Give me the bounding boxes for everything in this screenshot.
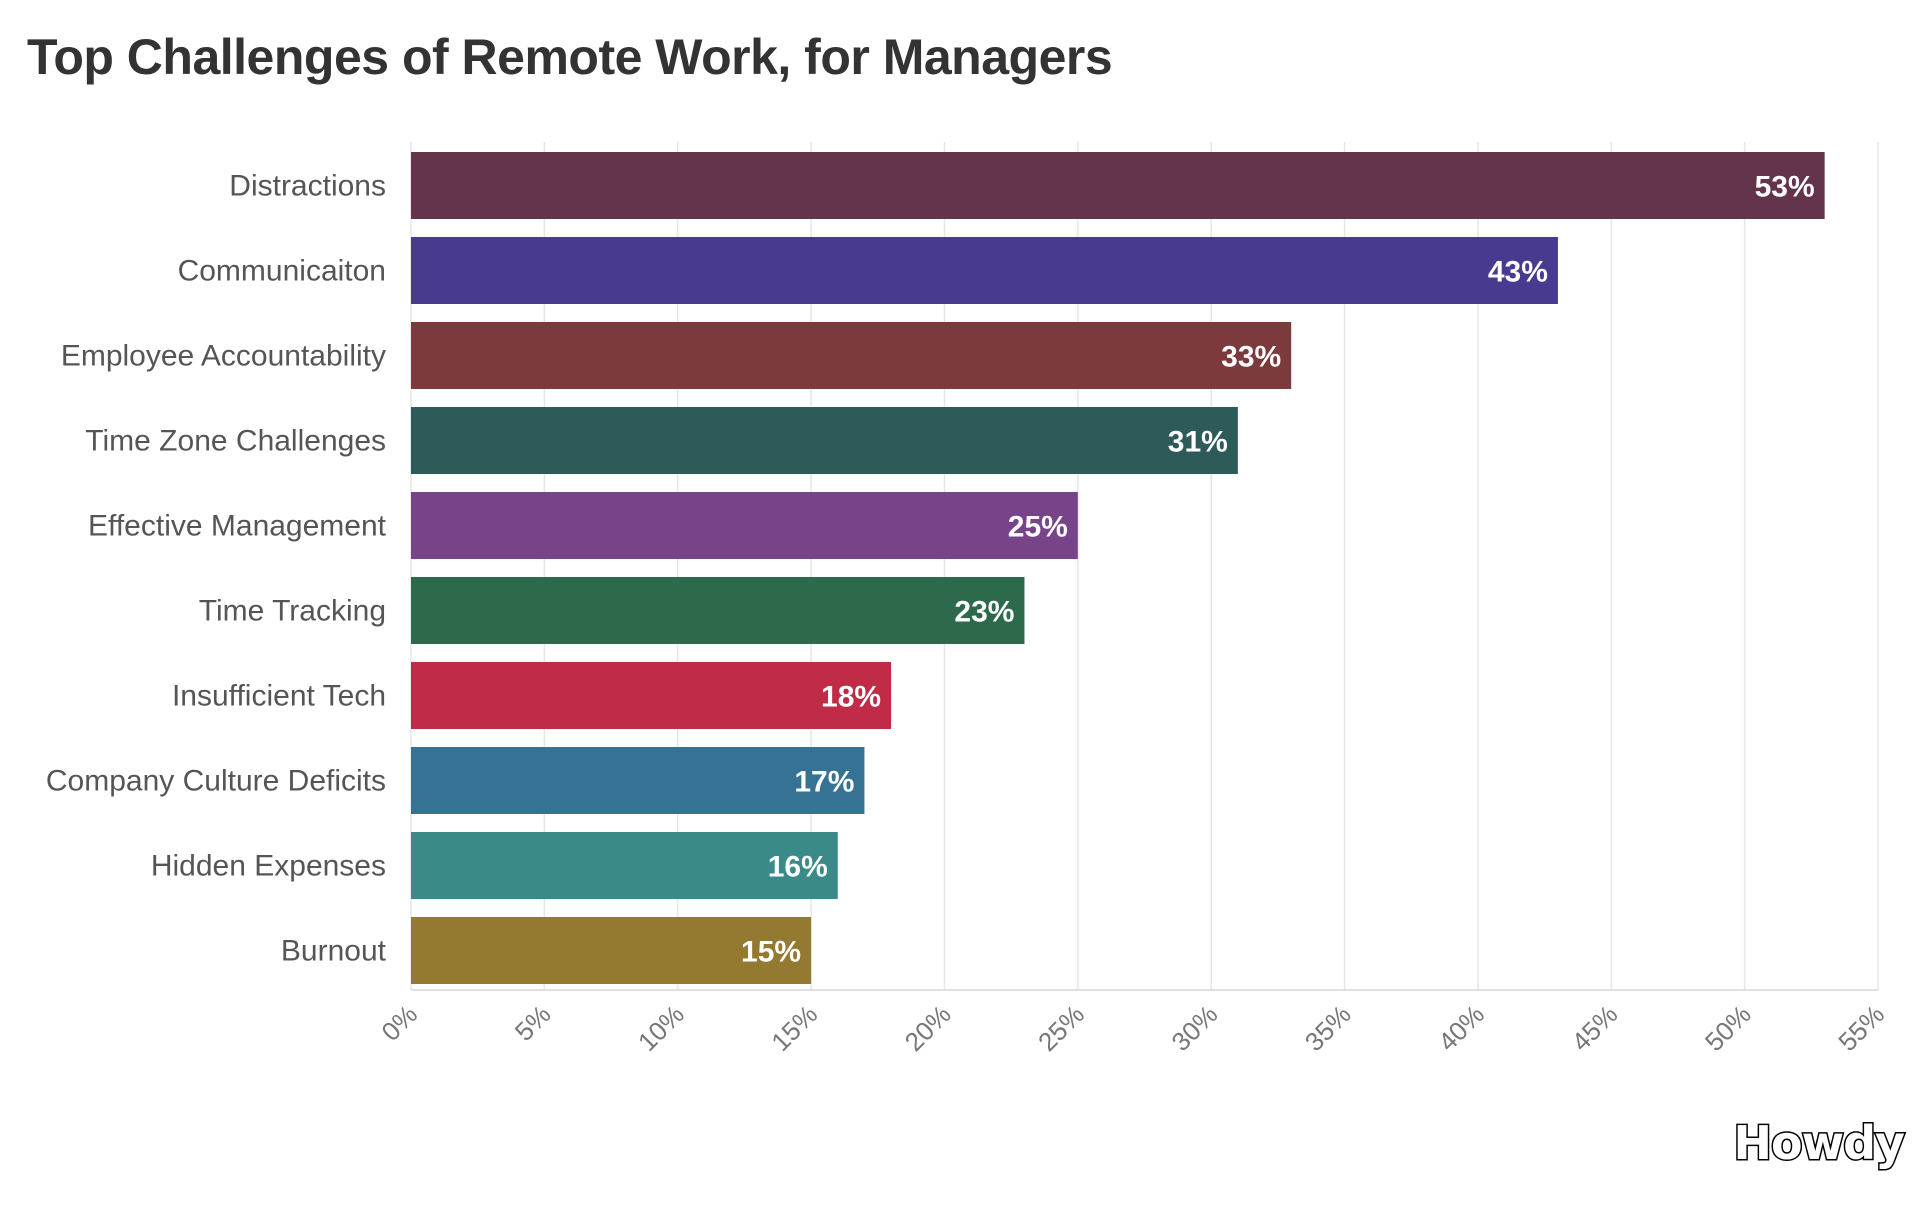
x-tick-label: 50% bbox=[1699, 999, 1757, 1057]
bar-value-label: 43% bbox=[1488, 256, 1548, 289]
bar-value-label: 31% bbox=[1168, 426, 1228, 459]
bar bbox=[411, 237, 1558, 304]
category-label: Effective Management bbox=[88, 510, 387, 543]
category-label: Insufficient Tech bbox=[172, 680, 386, 713]
x-tick-label: 20% bbox=[899, 999, 957, 1057]
bar-value-label: 16% bbox=[768, 851, 828, 884]
bars: 53% 43% 33% 31% 25% 23% 18% 17% 16% 15% bbox=[411, 152, 1825, 984]
category-label: Time Zone Challenges bbox=[85, 425, 386, 458]
bar-value-label: 53% bbox=[1755, 171, 1815, 204]
bar bbox=[411, 832, 838, 899]
category-label: Distractions bbox=[229, 170, 386, 203]
bar-value-label: 23% bbox=[954, 596, 1014, 629]
bar-value-label: 15% bbox=[741, 936, 801, 969]
bar bbox=[411, 322, 1292, 389]
bar bbox=[411, 662, 892, 729]
bar-value-label: 17% bbox=[794, 766, 854, 799]
x-tick-label: 0% bbox=[375, 999, 423, 1047]
bar bbox=[411, 577, 1025, 644]
bar-value-label: 33% bbox=[1221, 341, 1281, 374]
category-label: Hidden Expenses bbox=[151, 850, 386, 883]
category-label: Communicaiton bbox=[178, 255, 386, 288]
bar-value-label: 18% bbox=[821, 681, 881, 714]
x-axis-ticks: 0% 5% 10% 15% 20% 25% 30% 35% 40% 45% 50% 55% bbox=[375, 999, 1890, 1057]
bar bbox=[411, 917, 812, 984]
x-tick-label: 5% bbox=[509, 999, 557, 1047]
bar bbox=[411, 492, 1078, 559]
chart-title: Top Challenges of Remote Work, for Manag… bbox=[27, 29, 1113, 85]
x-tick-label: 15% bbox=[765, 999, 823, 1057]
x-tick-label: 45% bbox=[1565, 999, 1623, 1057]
category-label: Time Tracking bbox=[199, 595, 386, 628]
category-label: Employee Accountability bbox=[61, 340, 386, 373]
bar bbox=[411, 152, 1825, 219]
category-labels: Distractions Communicaiton Employee Accoun… bbox=[46, 170, 387, 968]
x-tick-label: 55% bbox=[1832, 999, 1890, 1057]
x-tick-label: 10% bbox=[632, 999, 690, 1057]
bar bbox=[411, 407, 1238, 474]
x-tick-label: 40% bbox=[1432, 999, 1490, 1057]
x-tick-label: 30% bbox=[1165, 999, 1223, 1057]
bar bbox=[411, 747, 865, 814]
bar-value-label: 25% bbox=[1008, 511, 1068, 544]
howdy-logo: Howdy bbox=[1732, 1115, 1907, 1172]
x-tick-label: 35% bbox=[1299, 999, 1357, 1057]
category-label: Company Culture Deficits bbox=[46, 765, 386, 798]
category-label: Burnout bbox=[281, 935, 387, 968]
x-tick-label: 25% bbox=[1032, 999, 1090, 1057]
